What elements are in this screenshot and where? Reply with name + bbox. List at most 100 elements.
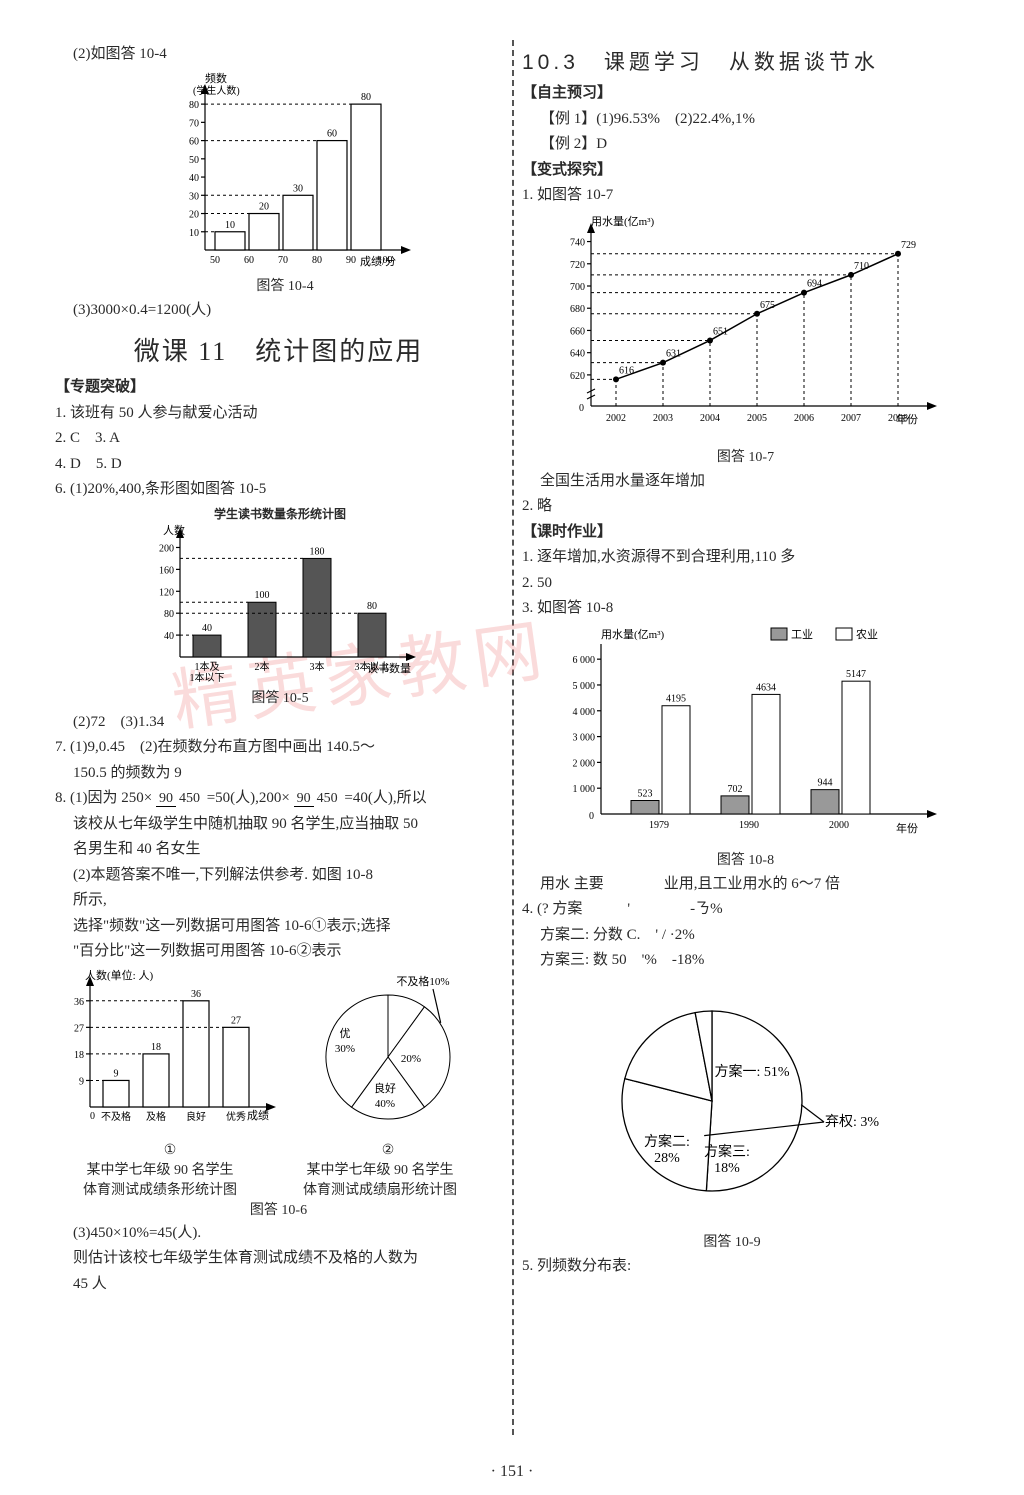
- svg-text:2005: 2005: [747, 413, 767, 424]
- svg-text:944: 944: [817, 777, 832, 788]
- svg-text:710: 710: [854, 260, 869, 271]
- answer-line: 45 人: [55, 1273, 502, 1296]
- answer-line: 5. 列频数分布表:: [522, 1255, 969, 1278]
- sub-label: ①: [55, 1142, 285, 1159]
- svg-text:2002: 2002: [606, 413, 626, 424]
- answer-line: 【例 2】D: [522, 133, 969, 156]
- pie-chart-svg: 不及格10%优30%20%良好40%: [293, 967, 483, 1137]
- svg-text:4634: 4634: [756, 682, 776, 693]
- answer-line: 用水 主要 业用,且工业用水的 6～7 倍: [522, 873, 969, 896]
- frac-num: 90: [294, 791, 314, 807]
- chart-10-6-bar: 人数(单位: 人) 0 9182736 9不及格18及格36良好27优秀 成绩 …: [55, 967, 285, 1159]
- left-column: (2)如图答 10-4 频数 (学生人数) 1020304050607080 1…: [55, 40, 502, 1475]
- bar-chart-svg: 人数 4080120160200 401本及1本以下1002本1803本803本…: [135, 522, 425, 682]
- svg-text:1979: 1979: [649, 820, 669, 831]
- svg-text:729: 729: [901, 239, 916, 250]
- svg-text:120: 120: [159, 587, 174, 598]
- svg-text:40: 40: [164, 631, 174, 642]
- text-line: 体育测试成绩条形统计图: [55, 1179, 265, 1199]
- svg-text:2003: 2003: [653, 413, 673, 424]
- legend-label: 工业: [791, 628, 813, 641]
- svg-text:740: 740: [570, 237, 585, 248]
- answer-line: (2)72 (3)1.34: [55, 711, 502, 734]
- x-axis-title: 成绩/分: [360, 255, 396, 268]
- text-line: (3)3000×0.4=1200(人): [55, 299, 502, 322]
- svg-text:631: 631: [666, 348, 681, 359]
- y-axis-title: 频数: [205, 71, 227, 85]
- svg-text:2000: 2000: [829, 820, 849, 831]
- svg-text:不及格: 不及格: [101, 1110, 131, 1123]
- text-line: 某中学七年级 90 名学生: [55, 1159, 265, 1179]
- chart-10-6-pair: 人数(单位: 人) 0 9182736 9不及格18及格36良好27优秀 成绩 …: [55, 967, 502, 1159]
- fraction: 90450: [156, 792, 203, 806]
- svg-text:弃权: 3%: 弃权: 3%: [825, 1114, 879, 1130]
- text-line: 某中学七年级 90 名学生: [275, 1159, 485, 1179]
- svg-text:180: 180: [310, 546, 325, 557]
- svg-text:40: 40: [189, 173, 199, 184]
- svg-text:100: 100: [255, 590, 270, 601]
- answer-line: 则估计该校七年级学生体育测试成绩不及格的人数为: [55, 1247, 502, 1270]
- answer-line: 7. (1)9,0.45 (2)在频数分布直方图中画出 140.5～: [55, 736, 502, 759]
- svg-text:36: 36: [191, 988, 201, 999]
- answer-line: 所示,: [55, 889, 502, 912]
- svg-text:20: 20: [259, 201, 269, 212]
- caption-right: 某中学七年级 90 名学生 体育测试成绩扇形统计图: [275, 1159, 485, 1199]
- answer-line: 2. 略: [522, 495, 969, 518]
- svg-text:良好: 良好: [186, 1110, 206, 1123]
- svg-text:5 000: 5 000: [572, 680, 595, 691]
- svg-text:18: 18: [74, 1049, 84, 1060]
- svg-text:30: 30: [189, 191, 199, 202]
- svg-text:2004: 2004: [700, 413, 720, 424]
- chart-caption: 图答 10-7: [546, 446, 946, 466]
- bar-chart-svg: 频数 (学生人数) 1020304050607080 1020306080506…: [145, 70, 425, 270]
- svg-text:40%: 40%: [375, 1098, 395, 1110]
- svg-text:方案二:: 方案二:: [644, 1133, 690, 1150]
- chart-10-4: 频数 (学生人数) 1020304050607080 1020306080506…: [145, 70, 425, 295]
- answer-line: 150.5 的频数为 9: [55, 762, 502, 785]
- answer-line: (2)本题答案不唯一,下列解法供参考. 如图 10-8: [55, 864, 502, 887]
- text-span: =50(人),200×: [207, 790, 290, 806]
- svg-text:702: 702: [727, 783, 742, 794]
- svg-text:方案三:: 方案三:: [704, 1143, 750, 1160]
- svg-text:18: 18: [151, 1041, 161, 1052]
- chart-10-6-pie: 不及格10%优30%20%良好40% ②: [293, 967, 483, 1159]
- svg-text:2006: 2006: [794, 413, 814, 424]
- caption-left: 某中学七年级 90 名学生 体育测试成绩条形统计图: [55, 1159, 265, 1199]
- svg-text:200: 200: [159, 543, 174, 554]
- chart-caption: 图答 10-9: [562, 1231, 902, 1251]
- svg-text:10: 10: [225, 219, 235, 230]
- svg-text:80: 80: [312, 255, 322, 266]
- svg-text:80: 80: [164, 609, 174, 620]
- svg-text:523: 523: [637, 788, 652, 799]
- answer-line: 8. (1)因为 250× 90450 =50(人),200× 90450 =4…: [55, 787, 502, 810]
- svg-text:720: 720: [570, 259, 585, 270]
- svg-text:680: 680: [570, 304, 585, 315]
- svg-text:10: 10: [189, 227, 199, 238]
- svg-text:0: 0: [90, 1111, 95, 1122]
- svg-text:27: 27: [231, 1015, 241, 1026]
- answer-line: 1. 该班有 50 人参与献爱心活动: [55, 402, 502, 425]
- svg-text:1 000: 1 000: [572, 784, 595, 795]
- chart-caption: 图答 10-5: [135, 687, 425, 707]
- answer-line: 选择"频数"这一列数据可用图答 10-6①表示;选择: [55, 915, 502, 938]
- text-span: 方案二: 分数 C. ' / ·2%: [540, 927, 695, 943]
- svg-text:不及格10%: 不及格10%: [396, 974, 449, 988]
- answer-line: "百分比"这一列数据可用图答 10-6②表示: [55, 940, 502, 963]
- text-span: 8. (1)因为 250×: [55, 790, 152, 806]
- svg-text:27: 27: [74, 1023, 84, 1034]
- svg-text:4 000: 4 000: [572, 706, 595, 717]
- answer-line: 全国生活用水量逐年增加: [522, 470, 969, 493]
- y-axis-title: 用水量(亿m³): [601, 628, 665, 641]
- chart-title: 学生读书数量条形统计图: [135, 505, 425, 522]
- svg-text:优: 优: [340, 1027, 351, 1040]
- frac-num: 90: [156, 791, 176, 807]
- svg-text:50: 50: [210, 255, 220, 266]
- x-axis-title: 成绩: [247, 1109, 269, 1122]
- svg-text:30%: 30%: [335, 1043, 355, 1055]
- section-header: 【专题突破】: [55, 376, 502, 399]
- text-span: =40(人),所以: [344, 790, 426, 806]
- svg-text:60: 60: [244, 255, 254, 266]
- y-axis-title: 用水量(亿m³): [591, 215, 655, 228]
- svg-text:5147: 5147: [846, 669, 866, 680]
- svg-text:30: 30: [293, 183, 303, 194]
